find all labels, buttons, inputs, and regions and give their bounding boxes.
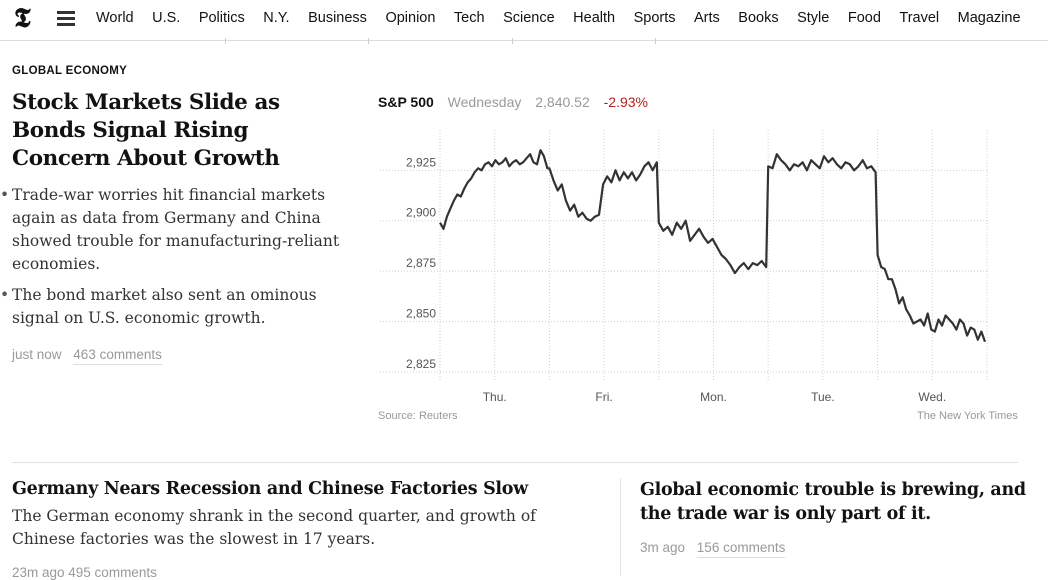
column-divider xyxy=(620,478,621,576)
lead-headline[interactable]: Stock Markets Slide as Bonds Signal Risi… xyxy=(12,90,280,171)
nav-link-opinion[interactable]: Opinion xyxy=(385,10,436,26)
nav-link-travel[interactable]: Travel xyxy=(899,10,940,26)
nav-link-science[interactable]: Science xyxy=(503,10,555,26)
x-tick-label: Mon. xyxy=(700,390,727,404)
section-label[interactable]: GLOBAL ECONOMY xyxy=(12,65,128,77)
index-value: 2,840.52 xyxy=(535,94,590,110)
summary-bullet: Trade-war worries hit financial markets … xyxy=(0,184,345,276)
x-tick-label: Wed. xyxy=(918,390,946,404)
story-meta: 23m ago 495 comments xyxy=(12,565,157,580)
story-headline[interactable]: Global economic trouble is brewing, and … xyxy=(640,480,1026,524)
lead-summary-list: Trade-war worries hit financial markets … xyxy=(0,184,345,338)
chart-source: Source: Reuters xyxy=(378,410,458,422)
nav-link-health[interactable]: Health xyxy=(573,10,616,26)
story-summary: The German economy shrank in the second … xyxy=(12,507,536,548)
nyt-logo[interactable]: 𝕿 xyxy=(14,3,31,34)
lead-meta: just now 463 comments xyxy=(12,347,162,365)
timestamp: just now xyxy=(12,347,62,362)
y-tick-label: 2,900 xyxy=(406,206,436,220)
timestamp: 3m ago xyxy=(640,540,686,555)
section-divider xyxy=(12,462,1018,463)
y-tick-label: 2,925 xyxy=(406,155,436,169)
nav-link-world[interactable]: World xyxy=(96,10,134,26)
market-day: Wednesday xyxy=(447,94,522,110)
nav-link-sports[interactable]: Sports xyxy=(633,10,676,26)
x-tick-label: Tue. xyxy=(811,390,835,404)
nav-link-politics[interactable]: Politics xyxy=(198,10,245,26)
nav-link-food[interactable]: Food xyxy=(847,10,881,26)
nav-link-ny[interactable]: N.Y. xyxy=(263,10,290,26)
nav-link-arts[interactable]: Arts xyxy=(694,10,720,26)
nav-link-magazine[interactable]: Magazine xyxy=(957,10,1021,26)
nav-link-business[interactable]: Business xyxy=(308,10,367,26)
story-headline[interactable]: Germany Nears Recession and Chinese Fact… xyxy=(12,479,528,499)
comments-link[interactable]: 463 comments xyxy=(73,347,162,365)
nav-divider xyxy=(225,38,226,44)
section-nav: World U.S. Politics N.Y. Business Opinion Tech… xyxy=(96,10,1039,26)
menu-icon[interactable] xyxy=(57,11,75,27)
sp500-series-line xyxy=(439,149,987,343)
summary-bullet: The bond market also sent an ominous sig… xyxy=(0,284,345,330)
y-tick-label: 2,825 xyxy=(406,357,436,371)
x-tick-label: Thu. xyxy=(483,390,507,404)
nav-divider xyxy=(368,38,369,44)
top-navigation-bar: 𝕿 World U.S. Politics N.Y. Business Opinion Te… xyxy=(0,0,1048,41)
nav-link-style[interactable]: Style xyxy=(797,10,830,26)
y-tick-label: 2,875 xyxy=(406,256,436,270)
index-name: S&P 500 xyxy=(378,94,434,110)
story-meta: 3m ago 156 comments xyxy=(640,540,786,558)
nav-divider xyxy=(512,38,513,44)
chart-credit: The New York Times xyxy=(917,410,1018,422)
nav-divider xyxy=(655,38,656,44)
y-tick-label: 2,850 xyxy=(406,307,436,321)
sp500-line-chart: 2,825 2,850 2,875 2,900 2,925 Thu. Fri. Mon. Tue… xyxy=(380,130,988,404)
nav-link-us[interactable]: U.S. xyxy=(152,10,181,26)
x-tick-label: Fri. xyxy=(595,390,612,404)
nav-link-tech[interactable]: Tech xyxy=(453,10,485,26)
index-change: -2.93% xyxy=(603,94,648,110)
nav-link-books[interactable]: Books xyxy=(738,10,779,26)
comments-link[interactable]: 156 comments xyxy=(696,540,786,558)
market-summary: S&P 500 Wednesday 2,840.52 -2.93% xyxy=(378,94,648,110)
